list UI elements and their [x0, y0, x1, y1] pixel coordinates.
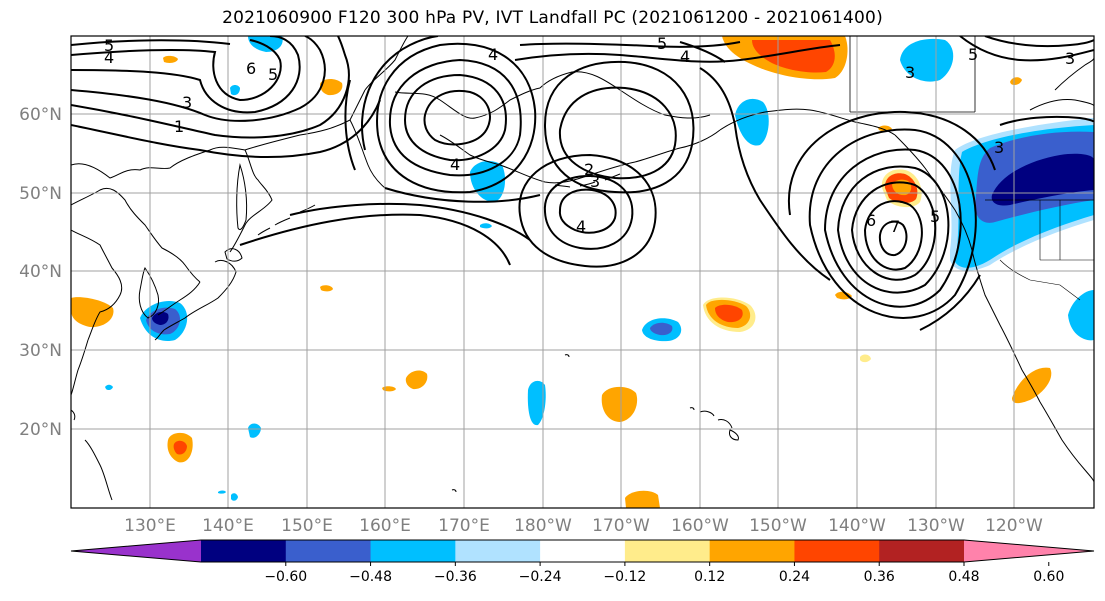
longitude-label: 170°W — [592, 516, 650, 536]
colorbar-tick-label: 0.36 — [864, 569, 895, 585]
colorbar: −0.60 −0.48 −0.36 −0.24 −0.12 0.12 0.24 0.36 0.4… — [70, 539, 1095, 585]
contour-label: 1 — [174, 117, 184, 136]
ivt-region-california-negative — [1068, 290, 1094, 341]
contour-labels: 5 4 6 5 3 1 4 2 3 4 5 4 3 5 4 3 6 7 5 3 — [104, 34, 1075, 236]
ivt-region-kamchatka-negative — [248, 36, 283, 52]
colorbar-segment — [540, 540, 626, 562]
longitude-label: 180°W — [514, 516, 572, 536]
ivt-region-hawaii-west-positive — [601, 386, 638, 422]
contour-label: 7 — [890, 217, 900, 236]
contour-label: 4 — [104, 48, 114, 67]
contour-label: 5 — [657, 34, 667, 53]
map-panel — [71, 36, 1094, 508]
colorbar-segment — [455, 540, 541, 562]
latitude-label: 40°N — [19, 262, 62, 282]
longitude-label: 160°E — [359, 516, 411, 536]
colorbar-segment — [709, 540, 795, 562]
latitude-labels: 60°N 50°N 40°N 30°N 20°N — [19, 105, 62, 440]
graticule — [71, 36, 1094, 508]
colorbar-extend-high — [964, 540, 1094, 562]
contour-label: 3 — [590, 172, 600, 191]
colorbar-segment — [201, 540, 287, 562]
longitude-label: 130°W — [907, 516, 965, 536]
colorbar-segment — [624, 540, 711, 562]
page-title: 2021060900 F120 300 hPa PV, IVT Landfall… — [222, 8, 883, 28]
longitude-label: 140°W — [828, 516, 886, 536]
contour-label: 5 — [268, 65, 278, 84]
longitude-labels: 130°E 140°E 150°E 160°E 170°E 180°W 170°… — [124, 516, 1043, 536]
colorbar-tick-label: 0.48 — [948, 569, 979, 585]
longitude-label: 160°W — [671, 516, 729, 536]
longitude-label: 130°E — [124, 516, 176, 536]
ivt-region-china-positive — [71, 297, 114, 328]
latitude-label: 20°N — [19, 420, 62, 440]
contour-label: 4 — [488, 45, 498, 64]
colorbar-segment — [794, 540, 880, 562]
colorbar-tick-label: −0.48 — [349, 569, 392, 585]
longitude-label: 170°E — [438, 516, 490, 536]
colorbar-tick-label: −0.36 — [434, 569, 477, 585]
contour-label: 4 — [680, 47, 690, 66]
contour-label: 4 — [576, 217, 586, 236]
contour-label: 5 — [930, 207, 940, 226]
contour-label: 5 — [104, 36, 114, 55]
longitude-label: 120°W — [985, 516, 1043, 536]
contour-label: 6 — [866, 211, 876, 230]
colorbar-extend-low — [71, 540, 201, 562]
colorbar-tick-label: −0.60 — [264, 569, 307, 585]
ivt-region-dateline-negative — [527, 380, 546, 426]
ivt-region-panhandle-negative — [735, 98, 769, 146]
colorbar-tick-label: 0.24 — [779, 569, 810, 585]
longitude-label: 150°W — [749, 516, 807, 536]
ivt-region-okhotsk-positive — [320, 78, 343, 96]
colorbar-outline — [70, 539, 1095, 563]
ivt-region-yukon-negative — [900, 38, 954, 82]
colorbar-segment — [879, 540, 965, 562]
contour-label: 4 — [450, 155, 460, 174]
colorbar-segment — [370, 540, 456, 562]
contour-label: 6 — [246, 59, 256, 78]
colorbar-tick-label: −0.24 — [519, 569, 562, 585]
colorbar-segment — [285, 540, 372, 562]
colorbar-tick-label: 0.60 — [1033, 569, 1064, 585]
longitude-label: 140°E — [202, 516, 254, 536]
ivt-region-baja-positive — [1012, 367, 1052, 404]
latitude-label: 60°N — [19, 105, 62, 125]
ivt-region-aleutian-negative — [470, 160, 506, 203]
longitude-label: 150°E — [281, 516, 333, 536]
latitude-label: 50°N — [19, 184, 62, 204]
map-border — [70, 35, 1095, 509]
latitude-label: 30°N — [19, 341, 62, 361]
contour-label: 3 — [1065, 49, 1075, 68]
pv-contours — [71, 36, 1094, 331]
contour-label: 3 — [994, 138, 1004, 157]
contour-label: 2 — [584, 160, 594, 179]
contour-label: 3 — [182, 93, 192, 112]
colorbar-tick-label: 0.12 — [694, 569, 725, 585]
contour-label: 3 — [905, 63, 915, 82]
contour-label: 5 — [968, 45, 978, 64]
colorbar-tick-label: −0.12 — [603, 569, 646, 585]
